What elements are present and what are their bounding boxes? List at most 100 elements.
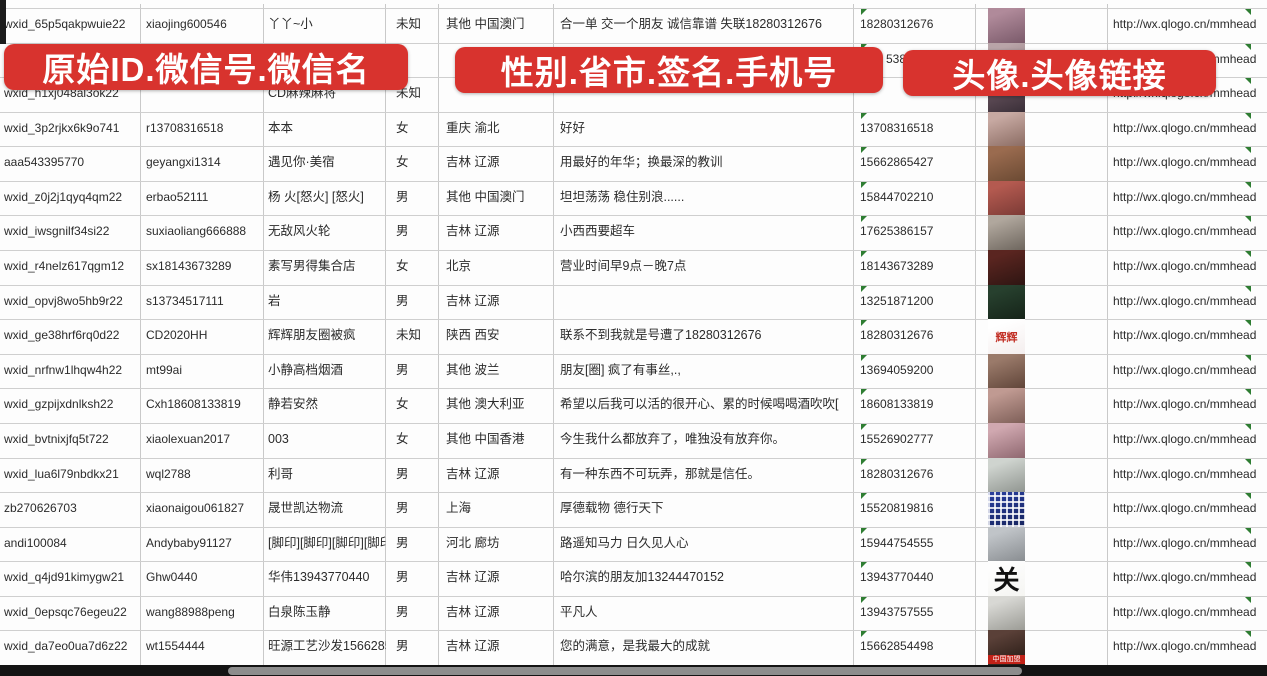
cell-gender[interactable]: 女 <box>396 423 438 458</box>
cell-region[interactable]: 其他 波兰 <box>446 354 552 389</box>
cell-wxid[interactable]: wxid_ge38hrf6rq0d22 <box>4 319 138 354</box>
cell-weixin-id[interactable]: wt1554444 <box>146 630 261 665</box>
cell-weixin-name[interactable]: 静若安然 <box>268 388 386 423</box>
cell-wxid[interactable]: wxid_z0j2j1qyq4qm22 <box>4 181 138 216</box>
avatar-image[interactable] <box>988 527 1025 562</box>
avatar-image[interactable] <box>988 112 1025 147</box>
horizontal-scrollbar-thumb[interactable] <box>228 667 1022 675</box>
cell-wxid[interactable]: andi100084 <box>4 527 138 562</box>
cell-region[interactable]: 吉林 辽源 <box>446 458 552 493</box>
cell-wxid[interactable]: wxid_65p5qakpwuie22 <box>4 8 138 43</box>
cell-signature[interactable]: 厚德载物 德行天下 <box>560 492 854 527</box>
cell-region[interactable]: 其他 中国澳门 <box>446 8 552 43</box>
cell-weixin-name[interactable]: 无敌风火轮 <box>268 215 386 250</box>
cell-gender[interactable]: 男 <box>396 215 438 250</box>
cell-phone[interactable]: 18280312676 <box>860 458 974 493</box>
cell-region[interactable]: 陕西 西安 <box>446 319 552 354</box>
cell-avatar-link[interactable]: http://wx.qlogo.cn/mmhead <box>1113 492 1267 527</box>
cell-wxid[interactable]: wxid_q4jd91kimygw21 <box>4 561 138 596</box>
avatar-image[interactable] <box>988 354 1025 389</box>
cell-wxid[interactable]: wxid_3p2rjkx6k9o741 <box>4 112 138 147</box>
cell-wxid[interactable]: wxid_gzpijxdnlksh22 <box>4 388 138 423</box>
cell-avatar-link[interactable]: http://wx.qlogo.cn/mmhead <box>1113 285 1267 320</box>
cell-avatar-link[interactable]: http://wx.qlogo.cn/mmhead <box>1113 8 1267 43</box>
cell-region[interactable]: 吉林 辽源 <box>446 561 552 596</box>
avatar-image[interactable] <box>988 596 1025 631</box>
cell-avatar-link[interactable]: http://wx.qlogo.cn/mmhead <box>1113 181 1267 216</box>
cell-weixin-name[interactable]: 白泉陈玉静 <box>268 596 386 631</box>
cell-signature[interactable]: 朋友[圈] 疯了有事丝,., <box>560 354 854 389</box>
cell-wxid[interactable]: wxid_iwsgnilf34si22 <box>4 215 138 250</box>
cell-avatar-link[interactable]: http://wx.qlogo.cn/mmhead <box>1113 596 1267 631</box>
cell-region[interactable]: 吉林 辽源 <box>446 285 552 320</box>
cell-wxid[interactable]: wxid_opvj8wo5hb9r22 <box>4 285 138 320</box>
cell-weixin-name[interactable]: 旺源工艺沙发15662854 <box>268 630 386 665</box>
cell-gender[interactable]: 女 <box>396 250 438 285</box>
cell-gender[interactable]: 男 <box>396 458 438 493</box>
cell-signature[interactable]: 哈尔滨的朋友加13244470152 <box>560 561 854 596</box>
cell-signature[interactable] <box>560 285 854 320</box>
cell-wxid[interactable]: wxid_nrfnw1lhqw4h22 <box>4 354 138 389</box>
cell-signature[interactable]: 路遥知马力 日久见人心 <box>560 527 854 562</box>
cell-weixin-name[interactable]: 素写男得集合店 <box>268 250 386 285</box>
cell-weixin-id[interactable]: sx18143673289 <box>146 250 261 285</box>
cell-signature[interactable]: 平凡人 <box>560 596 854 631</box>
cell-weixin-name[interactable]: 杨 火[怒火] [怒火] <box>268 181 386 216</box>
cell-weixin-name[interactable]: [脚印][脚印][脚印][脚印] <box>268 527 386 562</box>
cell-weixin-id[interactable]: CD2020HH <box>146 319 261 354</box>
cell-phone[interactable]: 18280312676 <box>860 8 974 43</box>
avatar-image[interactable] <box>988 181 1025 216</box>
cell-gender[interactable]: 男 <box>396 354 438 389</box>
cell-wxid[interactable]: wxid_lua6l79nbdkx21 <box>4 458 138 493</box>
cell-phone[interactable]: 17625386157 <box>860 215 974 250</box>
cell-weixin-id[interactable]: wql2788 <box>146 458 261 493</box>
avatar-image[interactable]: 中国加盟 <box>988 630 1025 665</box>
cell-gender[interactable]: 女 <box>396 146 438 181</box>
cell-weixin-name[interactable]: 小静高档烟酒 <box>268 354 386 389</box>
cell-weixin-id[interactable]: erbao52111 <box>146 181 261 216</box>
cell-weixin-name[interactable]: 本本 <box>268 112 386 147</box>
cell-phone[interactable]: 18143673289 <box>860 250 974 285</box>
avatar-image[interactable]: 关 <box>988 561 1025 596</box>
cell-signature[interactable]: 用最好的年华；换最深的教训 <box>560 146 854 181</box>
cell-phone[interactable]: 13708316518 <box>860 112 974 147</box>
avatar-image[interactable] <box>988 458 1025 493</box>
cell-avatar-link[interactable]: http://wx.qlogo.cn/mmhead <box>1113 630 1267 665</box>
cell-region[interactable]: 吉林 辽源 <box>446 630 552 665</box>
cell-signature[interactable]: 您的满意，是我最大的成就 <box>560 630 854 665</box>
cell-weixin-id[interactable]: xiaolexuan2017 <box>146 423 261 458</box>
avatar-image[interactable] <box>988 423 1025 458</box>
cell-wxid[interactable]: wxid_r4nelz617qgm12 <box>4 250 138 285</box>
cell-avatar-link[interactable]: http://wx.qlogo.cn/mmhead <box>1113 458 1267 493</box>
cell-phone[interactable]: 18280312676 <box>860 319 974 354</box>
cell-avatar-link[interactable]: http://wx.qlogo.cn/mmhead <box>1113 112 1267 147</box>
cell-avatar-link[interactable]: http://wx.qlogo.cn/mmhead <box>1113 527 1267 562</box>
cell-region[interactable]: 吉林 辽源 <box>446 596 552 631</box>
cell-avatar-link[interactable]: http://wx.qlogo.cn/mmhead <box>1113 354 1267 389</box>
avatar-image[interactable]: 辉辉 <box>988 319 1025 354</box>
avatar-image[interactable] <box>988 492 1025 527</box>
cell-wxid[interactable]: aaa543395770 <box>4 146 138 181</box>
cell-weixin-name[interactable]: 丫丫~小 <box>268 8 386 43</box>
cell-weixin-id[interactable]: Ghw0440 <box>146 561 261 596</box>
cell-signature[interactable]: 联系不到我就是号遭了18280312676 <box>560 319 854 354</box>
cell-gender[interactable]: 男 <box>396 285 438 320</box>
avatar-image[interactable] <box>988 285 1025 320</box>
cell-region[interactable]: 北京 <box>446 250 552 285</box>
cell-weixin-id[interactable]: Cxh18608133819 <box>146 388 261 423</box>
cell-region[interactable]: 其他 中国香港 <box>446 423 552 458</box>
cell-weixin-id[interactable]: xiaojing600546 <box>146 8 261 43</box>
cell-gender[interactable]: 未知 <box>396 8 438 43</box>
cell-phone[interactable]: 13694059200 <box>860 354 974 389</box>
cell-phone[interactable]: 13251871200 <box>860 285 974 320</box>
cell-phone[interactable]: 13943757555 <box>860 596 974 631</box>
cell-region[interactable]: 重庆 渝北 <box>446 112 552 147</box>
cell-region[interactable]: 上海 <box>446 492 552 527</box>
cell-signature[interactable]: 好好 <box>560 112 854 147</box>
cell-signature[interactable]: 希望以后我可以活的很开心、累的时候喝喝酒吹吹[ <box>560 388 854 423</box>
cell-weixin-name[interactable]: 003 <box>268 423 386 458</box>
cell-region[interactable]: 其他 澳大利亚 <box>446 388 552 423</box>
cell-region[interactable]: 其他 中国澳门 <box>446 181 552 216</box>
cell-weixin-id[interactable]: s13734517111 <box>146 285 261 320</box>
cell-phone[interactable]: 15520819816 <box>860 492 974 527</box>
